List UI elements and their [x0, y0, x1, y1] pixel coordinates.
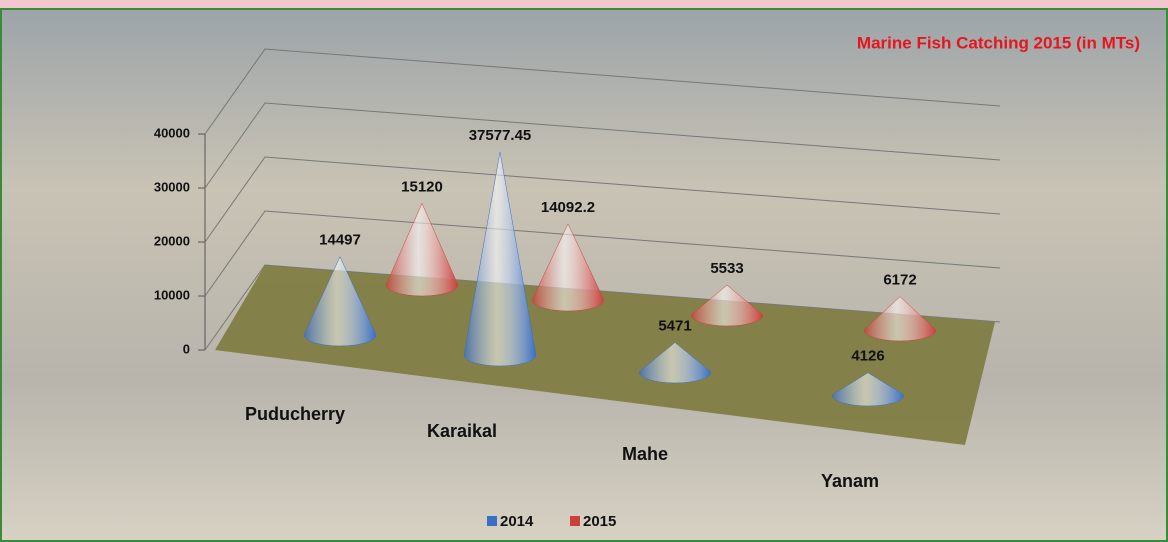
data-label: 14497: [319, 232, 361, 249]
y-tick-label: 0: [183, 341, 190, 356]
frame: [0, 8, 1168, 542]
y-tick-label: 40000: [154, 125, 190, 140]
cone: [303, 256, 377, 347]
y-tick-label: 20000: [154, 233, 190, 248]
cone: [690, 284, 764, 327]
grid-line: [204, 102, 1001, 189]
legend-swatch: [570, 516, 580, 526]
y-tick-label: 30000: [154, 179, 190, 194]
top-bar: [0, 0, 1168, 8]
floor: [215, 265, 995, 445]
grid-line: [204, 210, 1001, 297]
data-label: 5533: [710, 260, 743, 277]
cone: [638, 342, 712, 384]
x-tick-label: Karaikal: [427, 421, 497, 441]
cone: [463, 152, 537, 367]
cone: [385, 202, 459, 297]
x-tick-label: Mahe: [622, 444, 668, 464]
cone: [863, 296, 937, 342]
grid-line: [204, 156, 1001, 243]
y-tick-label: 10000: [154, 287, 190, 302]
x-tick-label: Puducherry: [245, 404, 345, 424]
cone: [831, 372, 905, 407]
data-label: 37577.45: [469, 127, 532, 144]
legend-swatch: [487, 516, 497, 526]
cone: [531, 223, 605, 312]
grid-line: [204, 48, 1001, 135]
x-tick-label: Yanam: [821, 471, 879, 491]
data-label: 5471: [658, 317, 691, 334]
data-label: 6172: [883, 272, 916, 289]
data-label: 4126: [851, 348, 884, 365]
legend-label: 2014: [500, 513, 534, 530]
grid-line: [204, 264, 1001, 351]
data-label: 14092.2: [541, 199, 595, 216]
legend-label: 2015: [583, 513, 616, 530]
chart-title: Marine Fish Catching 2015 (in MTs): [857, 33, 1140, 52]
data-label: 15120: [401, 178, 443, 195]
